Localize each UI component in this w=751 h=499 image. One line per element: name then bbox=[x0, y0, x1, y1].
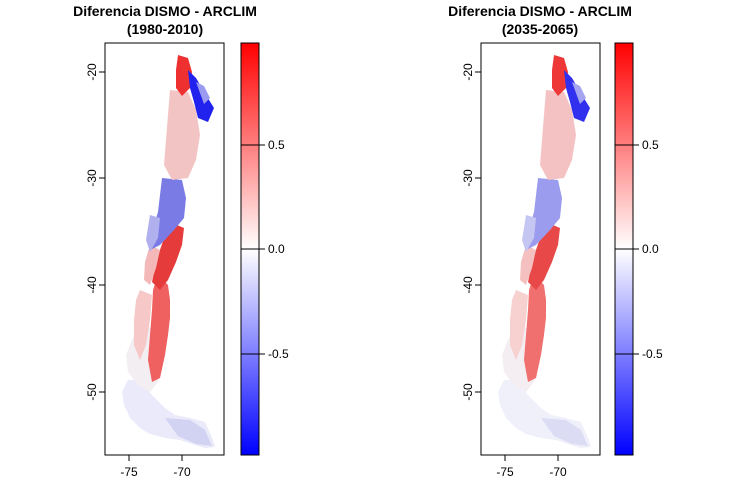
colorbar-tick-label: 0.5 bbox=[642, 138, 659, 152]
panel-title-line1: Diferencia DISMO - ARCLIM bbox=[448, 3, 632, 19]
colorbar-tick-label: -0.5 bbox=[642, 347, 663, 361]
map-raster bbox=[122, 55, 215, 448]
colorbar-tick-label: 0.5 bbox=[268, 138, 285, 152]
y-tick-label: -50 bbox=[85, 383, 99, 401]
y-tick-label: -50 bbox=[461, 383, 475, 401]
x-tick-label: -70 bbox=[173, 465, 191, 479]
y-tick-label: -40 bbox=[461, 276, 475, 294]
colorbar-tick-label: 0.0 bbox=[268, 242, 285, 256]
panel-title-line1: Diferencia DISMO - ARCLIM bbox=[73, 3, 257, 19]
x-tick-label: -70 bbox=[549, 465, 567, 479]
map-raster bbox=[498, 55, 591, 448]
x-axis: -75 -70 bbox=[120, 455, 191, 479]
y-tick-label: -20 bbox=[461, 63, 475, 81]
y-tick-label: -20 bbox=[85, 63, 99, 81]
map-frame bbox=[480, 42, 601, 456]
map-panel-1980-2010: Diferencia DISMO - ARCLIM (1980-2010) bbox=[73, 3, 289, 479]
colorbar-tick-label: 0.0 bbox=[642, 242, 659, 256]
y-axis: -20 -30 -40 -50 bbox=[461, 63, 481, 401]
map-panel-2035-2065: Diferencia DISMO - ARCLIM (2035-2065) bbox=[448, 3, 663, 479]
y-tick-label: -30 bbox=[85, 169, 99, 187]
panel-title-line2: (2035-2065) bbox=[502, 21, 578, 37]
colorbar: 0.5 0.0 -0.5 bbox=[614, 42, 663, 456]
x-axis: -75 -70 bbox=[496, 455, 567, 479]
x-tick-label: -75 bbox=[120, 465, 138, 479]
y-tick-label: -30 bbox=[461, 169, 475, 187]
colorbar: 0.5 0.0 -0.5 bbox=[240, 42, 289, 456]
y-axis: -20 -30 -40 -50 bbox=[85, 63, 105, 401]
panel-title-line2: (1980-2010) bbox=[127, 21, 203, 37]
map-frame bbox=[104, 42, 225, 456]
colorbar-tick-label: -0.5 bbox=[268, 347, 289, 361]
x-tick-label: -75 bbox=[496, 465, 514, 479]
y-tick-label: -40 bbox=[85, 276, 99, 294]
